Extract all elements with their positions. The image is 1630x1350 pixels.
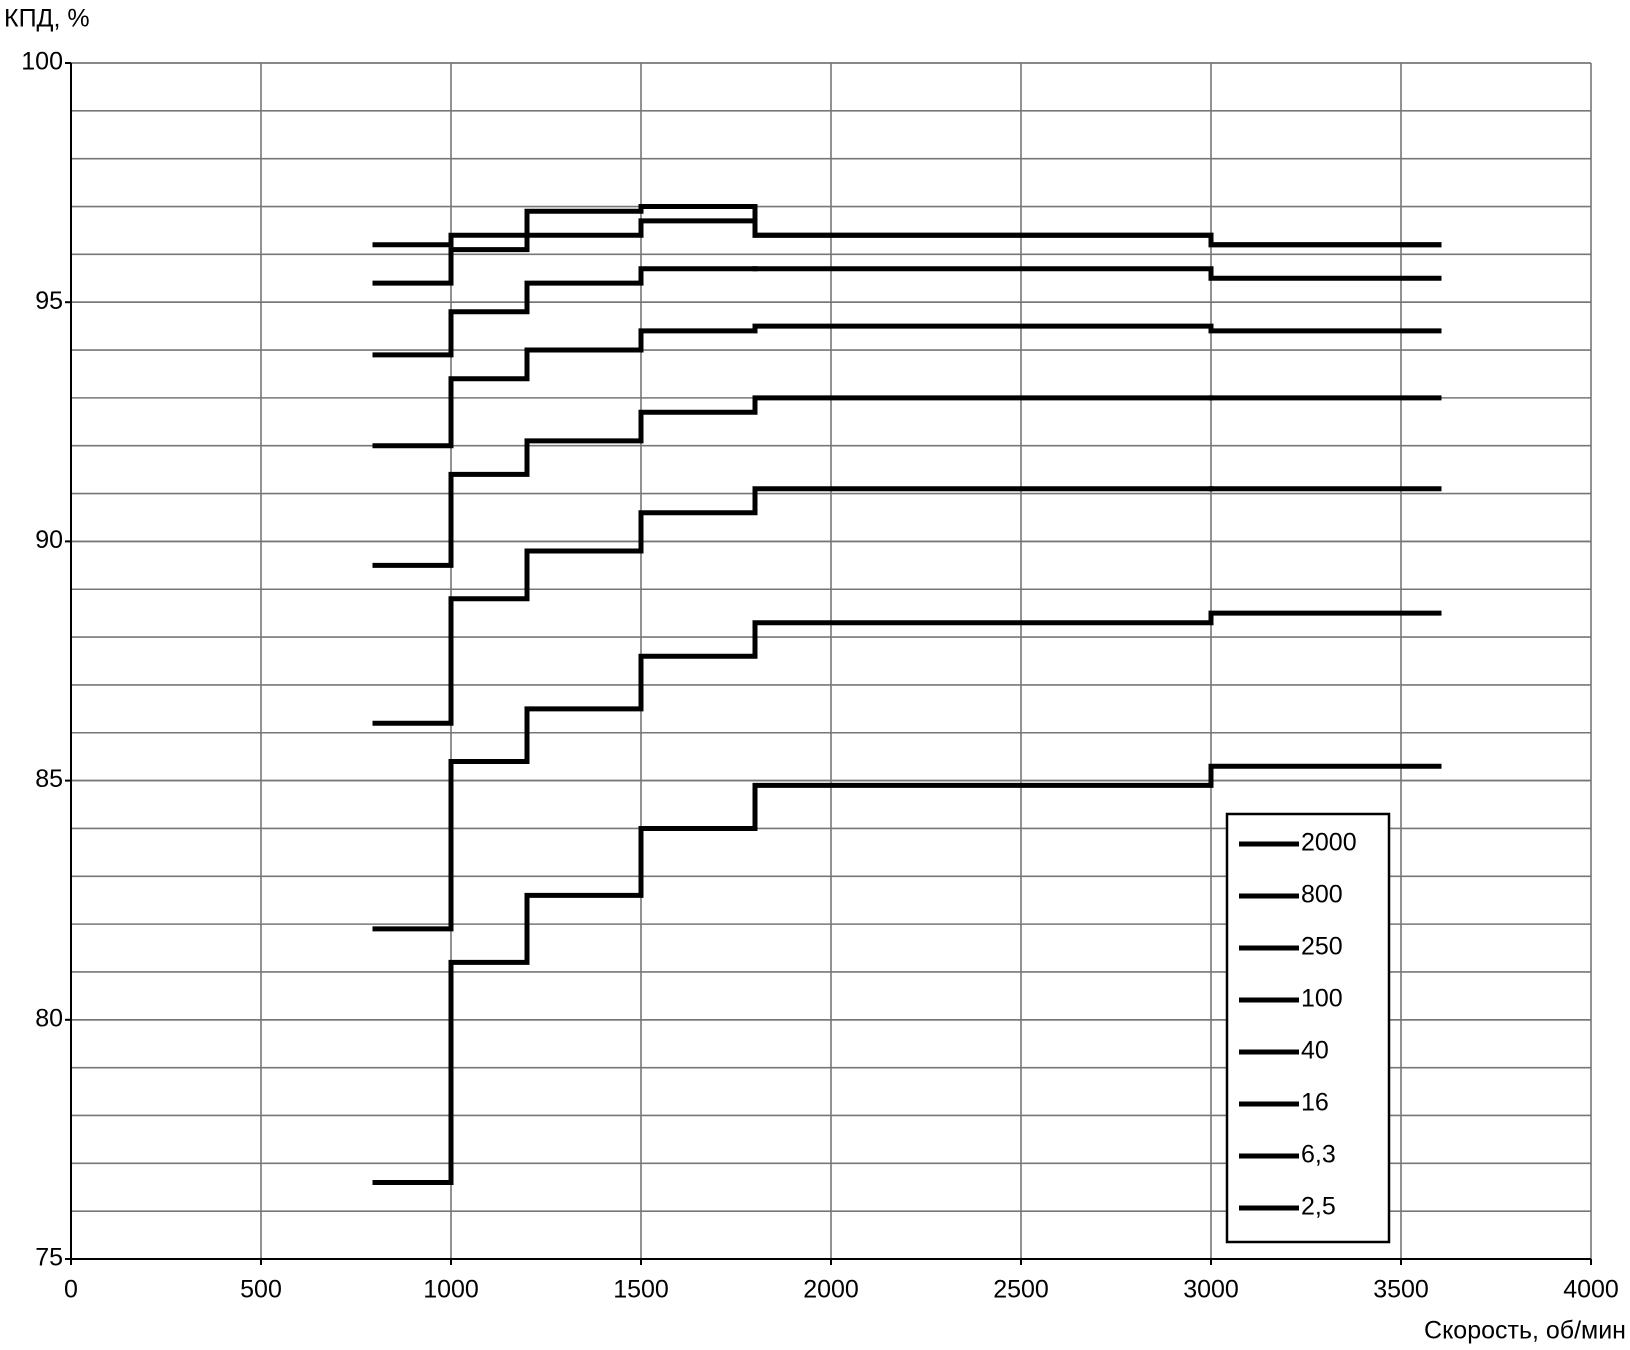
legend-label: 800	[1301, 881, 1343, 909]
y-tick-label: 100	[21, 48, 63, 76]
y-tick-label: 95	[35, 287, 63, 315]
y-tick-label: 90	[35, 526, 63, 554]
legend-label: 100	[1301, 985, 1343, 1013]
x-tick-label: 3500	[1373, 1276, 1429, 1304]
x-tick-label: 3000	[1183, 1276, 1239, 1304]
x-axis-label: Скорость, об/мин	[1424, 1317, 1626, 1345]
x-tick-label: 1000	[423, 1276, 479, 1304]
legend-label: 2,5	[1301, 1193, 1336, 1221]
y-tick-label: 80	[35, 1004, 63, 1032]
x-tick-label: 2500	[993, 1276, 1049, 1304]
legend-label: 250	[1301, 933, 1343, 961]
y-tick-label: 75	[35, 1244, 63, 1272]
x-tick-label: 0	[64, 1276, 78, 1304]
x-tick-label: 4000	[1563, 1276, 1619, 1304]
x-tick-label: 500	[240, 1276, 282, 1304]
legend-label: 40	[1301, 1037, 1329, 1065]
y-axis-label: КПД, %	[4, 5, 90, 33]
legend-box	[1225, 812, 1391, 1244]
x-tick-label: 1500	[613, 1276, 669, 1304]
legend-label: 16	[1301, 1089, 1329, 1117]
y-tick-label: 85	[35, 765, 63, 793]
legend-label: 6,3	[1301, 1141, 1336, 1169]
legend-label: 2000	[1301, 829, 1357, 857]
x-tick-label: 2000	[803, 1276, 859, 1304]
